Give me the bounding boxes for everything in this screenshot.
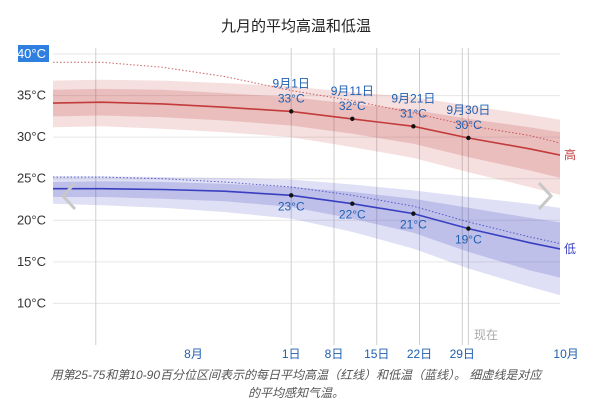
x-tick-label: 8月	[184, 347, 203, 361]
bands	[53, 79, 560, 296]
grid	[53, 48, 560, 345]
x-tick-label: 10月	[553, 347, 578, 361]
annotation-point	[350, 201, 355, 206]
annotation-value: 21°C	[400, 218, 427, 232]
y-tick-label: 15°C	[17, 254, 46, 269]
caption-line-1: 用第25-75和第10-90百分位区间表示的每日平均高温（红线）和低温（蓝线）。…	[51, 368, 544, 382]
low-series-label: 低	[564, 242, 576, 256]
annotation-point	[411, 124, 416, 129]
y-axis: 10°C 15°C 20°C 25°C 30°C 35°C 40°C 高低	[17, 45, 576, 310]
high-feels-like-line	[53, 61, 560, 144]
annotation-value: 23°C	[278, 199, 305, 213]
x-tick-label: 15日	[364, 347, 389, 361]
annotation-value: 33°C	[278, 91, 305, 105]
low-band-10-90	[53, 176, 560, 296]
x-tick-label: 1日	[282, 347, 301, 361]
x-tick-label: 29日	[450, 347, 475, 361]
y-tick-label: 35°C	[17, 88, 46, 103]
high-band-10-90	[53, 79, 560, 195]
chart-title: 九月的平均高温和低温	[221, 18, 371, 35]
nav-arrows[interactable]	[60, 181, 554, 211]
caption-line-2: 的平均感知气温。	[248, 386, 344, 400]
annotation-value: 31°C	[400, 106, 427, 120]
high-series-label: 高	[564, 147, 576, 162]
annotation-value: 30°C	[455, 118, 482, 132]
annotation-point	[289, 109, 294, 114]
annotation-point	[411, 211, 416, 216]
annotation-point	[466, 226, 471, 231]
y-tick-highlight	[18, 45, 49, 62]
y-tick-label: 20°C	[17, 212, 46, 227]
annotation-date: 9月1日	[273, 76, 310, 90]
annotation-date: 9月30日	[446, 103, 490, 117]
x-axis: 8月 1日 8日 15日 22日 29日 10月	[184, 347, 579, 361]
y-tick-label: 25°C	[17, 171, 46, 186]
y-tick-label: 30°C	[17, 129, 46, 144]
low-band-25-75	[53, 181, 560, 278]
x-tick-label: 8日	[325, 347, 344, 361]
prev-arrow-icon[interactable]	[60, 181, 77, 211]
high-band-25-75	[53, 88, 560, 178]
annotation-date: 9月21日	[391, 91, 435, 105]
now-label: 现在	[474, 328, 498, 342]
annotation-value: 19°C	[455, 233, 482, 247]
annotation-point	[466, 135, 471, 141]
annotation-value: 22°C	[339, 208, 366, 222]
y-tick-label: 10°C	[17, 295, 46, 310]
annotation-value: 32°C	[339, 99, 366, 113]
annotation-point	[289, 193, 294, 198]
next-arrow-icon[interactable]	[537, 181, 554, 211]
annotation-date: 9月11日	[331, 84, 374, 98]
annotation-point	[350, 116, 355, 122]
x-tick-label: 22日	[407, 347, 432, 361]
y-tick-label: 40°C	[17, 46, 46, 61]
